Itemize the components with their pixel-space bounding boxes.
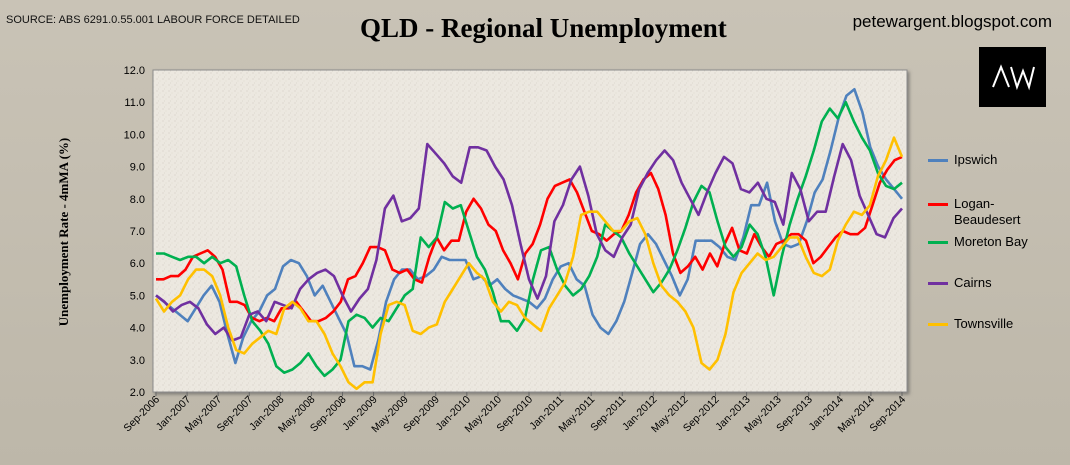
legend-swatch	[928, 159, 948, 162]
legend-swatch	[928, 323, 948, 326]
aw-logo: AW	[979, 47, 1046, 107]
legend-label: Ipswich	[954, 152, 998, 167]
legend-item-moreton-bay: Moreton Bay	[928, 234, 1054, 250]
series-line-cairns	[155, 142, 903, 342]
plot-background	[152, 69, 908, 393]
y-tick-label: 6.0	[130, 258, 145, 270]
legend-item-townsville: Townsville	[928, 316, 1054, 332]
y-tick-label: 2.0	[130, 387, 145, 399]
y-tick-label: 7.0	[130, 226, 145, 238]
legend-label: Cairns	[954, 275, 992, 290]
legend-label: Logan-Beaudesert	[954, 196, 1021, 227]
x-axis: Sep-2006Jan-2007May-2007Sep-2007Jan-2008…	[121, 392, 908, 435]
source-note: SOURCE: ABS 6291.0.55.001 LABOUR FORCE D…	[6, 14, 300, 26]
chart-title: QLD - Regional Unemployment	[360, 13, 727, 43]
series-line-townsville	[154, 136, 904, 391]
series-line-logan-beaudesert	[156, 155, 903, 323]
y-tick-label: 10.0	[124, 129, 145, 141]
series-lines	[154, 88, 904, 391]
legend-item-ipswich: Ipswich	[928, 152, 1054, 168]
blog-url: petewargent.blogspot.com	[852, 12, 1052, 31]
y-tick-label: 9.0	[130, 162, 145, 174]
legend-swatch	[928, 203, 948, 206]
legend-item-logan: Logan-Beaudesert	[928, 196, 1054, 228]
legend-label: Moreton Bay	[954, 234, 1028, 249]
y-tick-label: 11.0	[124, 97, 145, 109]
legend-item-cairns: Cairns	[928, 275, 1054, 291]
series-line-moreton-bay	[156, 100, 903, 378]
legend-swatch	[928, 282, 948, 285]
y-tick-label: 8.0	[130, 194, 145, 206]
y-axis: 2.0 3.0 4.0 5.0 6.0 7.0 8.0 9.0 10.0 11.0 12.0	[124, 65, 145, 399]
y-tick-label: 3.0	[130, 355, 145, 367]
legend-label: Townsville	[954, 316, 1014, 331]
y-tick-label: 12.0	[124, 65, 145, 77]
legend-swatch	[928, 241, 948, 244]
aw-logo-mark: AW	[991, 64, 1035, 91]
y-tick-label: 5.0	[130, 290, 145, 302]
y-tick-label: 4.0	[130, 323, 145, 335]
